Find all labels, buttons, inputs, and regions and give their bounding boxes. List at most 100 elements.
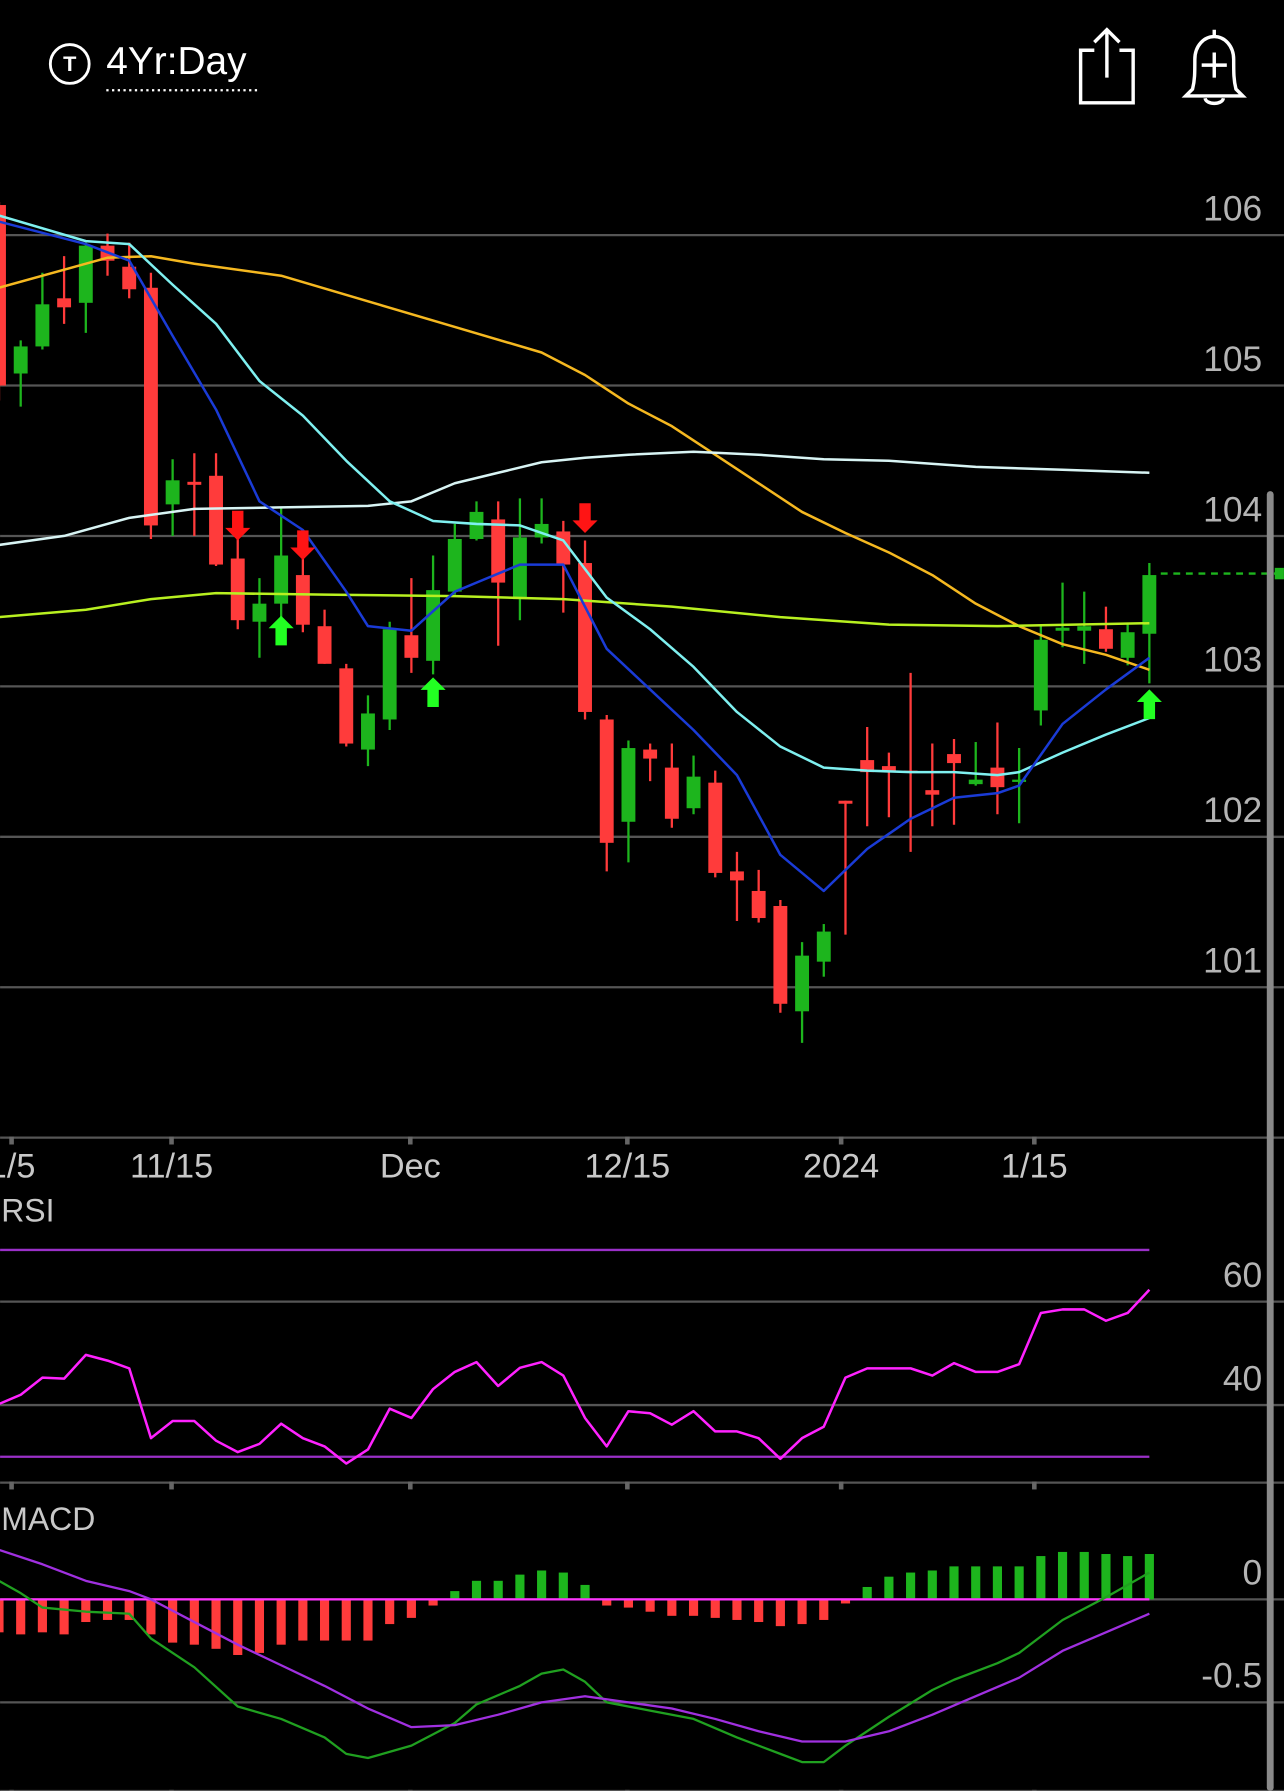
- histogram-bar: [558, 1572, 568, 1600]
- histogram-bar: [341, 1599, 351, 1641]
- rsi-line: [0, 1288, 1151, 1465]
- candle-body: [404, 635, 419, 658]
- candle-body: [78, 245, 93, 303]
- signal-arrow: [268, 615, 294, 646]
- histogram-bar: [450, 1591, 460, 1600]
- moving-average-line: [0, 254, 1150, 671]
- candle-body: [165, 480, 180, 505]
- timeframe-icon: [48, 43, 91, 85]
- candle-body: [816, 931, 831, 962]
- moving-average-line: [0, 220, 1151, 893]
- timeframe-icon-letter: T: [63, 51, 77, 76]
- candle-body: [209, 475, 223, 565]
- moving-average-line: [0, 591, 1150, 628]
- candle-body: [252, 603, 267, 622]
- candle-body: [426, 590, 441, 661]
- histogram-bar: [1144, 1554, 1154, 1600]
- histogram-bar: [840, 1599, 851, 1604]
- candle-body: [1033, 639, 1048, 711]
- histogram-bar: [211, 1599, 221, 1649]
- histogram-bar: [146, 1599, 156, 1635]
- histogram-bar: [493, 1580, 503, 1600]
- y-tick-label: 101: [1203, 941, 1262, 981]
- histogram-bar: [59, 1599, 69, 1635]
- candle-body: [469, 511, 484, 539]
- candle-body: [491, 519, 506, 583]
- histogram-bar: [298, 1599, 308, 1641]
- candle-body: [990, 767, 1005, 788]
- candle-body: [339, 668, 354, 744]
- candle-body: [1012, 779, 1027, 782]
- candle-body: [382, 629, 397, 720]
- histogram-bar: [276, 1599, 286, 1645]
- histogram-bar: [906, 1572, 916, 1600]
- histogram-bar: [0, 1599, 4, 1633]
- candle-body: [13, 346, 28, 374]
- candle-body: [187, 481, 202, 485]
- candle-body: [0, 205, 6, 386]
- timeframe-button[interactable]: T 4Yr:Day: [48, 40, 258, 92]
- candle-body: [686, 776, 701, 809]
- histogram-bar: [927, 1570, 937, 1600]
- candle-body: [730, 871, 744, 881]
- candle-body: [773, 906, 788, 1004]
- macd-line: [0, 1549, 1150, 1743]
- y-tick-label: 105: [1203, 339, 1262, 379]
- y-tick-label: 0: [1243, 1553, 1263, 1593]
- moving-average-line: [0, 214, 1150, 777]
- share-button[interactable]: [1078, 27, 1135, 105]
- histogram-bar: [471, 1580, 482, 1600]
- histogram-bar: [1036, 1556, 1046, 1600]
- x-tick-label: 12/15: [584, 1148, 670, 1186]
- candle-body: [643, 749, 658, 759]
- candle-body: [599, 719, 614, 843]
- x-tick-label: Dec: [380, 1148, 441, 1186]
- bell-icon: [1181, 29, 1247, 98]
- candle-body: [881, 766, 896, 771]
- candle-body: [361, 713, 375, 750]
- x-tick-label: 11/15: [130, 1148, 213, 1186]
- histogram-bar: [797, 1599, 807, 1625]
- histogram-bar: [623, 1599, 634, 1608]
- histogram-bar: [688, 1599, 699, 1616]
- candle-body: [968, 779, 983, 785]
- scrollbar[interactable]: [1266, 491, 1274, 1791]
- histogram-bar: [645, 1599, 655, 1612]
- candle-body: [512, 537, 527, 600]
- panel-title: MACD: [1, 1501, 95, 1537]
- candle-body: [57, 298, 72, 308]
- candle-body: [664, 767, 679, 819]
- candle-body: [295, 575, 310, 625]
- candle-body: [1055, 627, 1070, 631]
- candle-body: [860, 760, 875, 773]
- histogram-bar: [667, 1599, 677, 1616]
- histogram-bar: [602, 1599, 612, 1606]
- y-tick-label: 103: [1203, 640, 1262, 680]
- candle-body: [1120, 632, 1135, 658]
- histogram-bar: [1101, 1554, 1111, 1600]
- candle-body: [795, 955, 810, 1012]
- histogram-bar: [862, 1586, 872, 1600]
- histogram-bar: [254, 1599, 265, 1653]
- histogram-bar: [971, 1566, 981, 1600]
- histogram-bar: [363, 1599, 373, 1641]
- candle-body: [230, 558, 245, 621]
- candle-body: [143, 287, 158, 526]
- candle-body: [1077, 626, 1092, 631]
- histogram-bar: [1079, 1551, 1089, 1600]
- alert-button[interactable]: [1181, 29, 1247, 106]
- candle-body: [838, 800, 853, 804]
- bell-clapper: [1203, 97, 1226, 106]
- histogram-bar: [515, 1574, 525, 1600]
- histogram-bar: [580, 1584, 590, 1600]
- histogram-bar: [949, 1566, 959, 1600]
- histogram-bar: [732, 1599, 742, 1620]
- candle-body: [947, 754, 961, 764]
- signal-arrow: [1136, 689, 1162, 720]
- histogram-bar: [385, 1599, 395, 1625]
- candle-body: [317, 626, 332, 664]
- histogram-bar: [754, 1599, 764, 1623]
